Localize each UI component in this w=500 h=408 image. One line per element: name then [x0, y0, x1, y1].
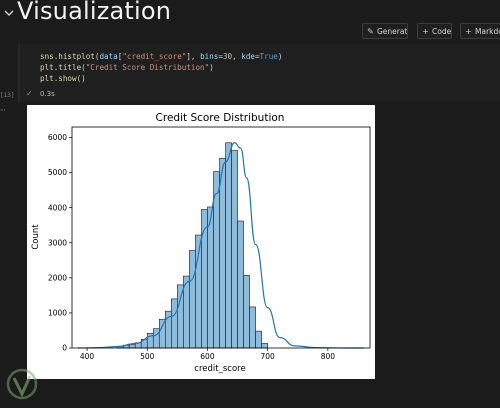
- histogram-bar: [128, 344, 136, 349]
- code-token: "Credit Score Distribution": [85, 63, 210, 72]
- y-tick-label: 2000: [48, 273, 67, 282]
- cell-toolbar: ✎Generate +Code +Markdo: [0, 23, 500, 39]
- chart-title: Credit Score Distribution: [156, 112, 285, 124]
- chevron-down-icon[interactable]: [3, 7, 15, 19]
- code-token: bins: [200, 52, 219, 61]
- code-token: plt.show: [40, 74, 77, 83]
- x-axis-label: credit_score: [194, 364, 245, 374]
- y-tick-label: 5000: [48, 168, 67, 177]
- histogram-bar: [255, 330, 262, 349]
- plus-icon: +: [465, 27, 472, 36]
- histogram-bar: [158, 318, 166, 349]
- code-token: (): [76, 74, 86, 83]
- y-tick-label: 0: [62, 344, 67, 353]
- add-code-button[interactable]: + Code: [417, 23, 452, 39]
- kde-line: [78, 142, 364, 349]
- code-line-1: sns.histplot(data["credit_score"], bins=…: [40, 52, 282, 61]
- code-token: =: [254, 52, 260, 61]
- plot-output: Credit Score Distribution 400 500 600 700 80…: [27, 105, 375, 379]
- code-token: (: [94, 52, 100, 61]
- execution-count: [13]: [0, 92, 15, 99]
- histogram-bar: [249, 306, 256, 349]
- code-token: =: [218, 52, 223, 61]
- code-token: kde: [241, 52, 255, 61]
- code-token: data: [99, 52, 118, 61]
- y-axis-label: Count: [31, 224, 41, 250]
- generate-button-label: Generate: [377, 27, 408, 36]
- histogram-bar: [237, 220, 244, 349]
- histogram-bar: [243, 275, 250, 349]
- histogram-bar: [189, 250, 196, 349]
- histogram-bar: [219, 157, 226, 349]
- x-axis-ticks: 400 500 600 700 800: [80, 348, 335, 361]
- x-tick-label: 800: [321, 352, 336, 361]
- add-markdown-button-label: Markdo: [475, 27, 500, 36]
- code-token: (: [81, 63, 86, 72]
- check-icon: ✓: [26, 89, 33, 98]
- code-cell-editor[interactable]: sns.histplot(data["credit_score"], bins=…: [18, 44, 500, 102]
- generate-button[interactable]: ✎Generate: [362, 23, 408, 39]
- histogram-bar: [207, 206, 214, 349]
- execution-time: 0.3s: [40, 90, 55, 98]
- x-tick-label: 400: [80, 352, 95, 361]
- histogram-bar: [171, 298, 178, 349]
- code-token: ],: [186, 52, 201, 61]
- logo-watermark: [6, 368, 38, 400]
- add-markdown-button[interactable]: +Markdo: [460, 23, 500, 39]
- y-tick-label: 3000: [48, 238, 67, 247]
- plus-icon: +: [422, 27, 429, 36]
- code-token: [: [117, 52, 123, 61]
- histogram-bar: [231, 150, 238, 349]
- output-more-icon[interactable]: ···: [0, 106, 6, 115]
- histogram-bar: [177, 284, 184, 349]
- code-token: ,: [232, 52, 242, 61]
- histogram-bar: [261, 343, 268, 349]
- histogram-bar: [225, 142, 232, 349]
- heading-title: Visualization: [17, 0, 172, 25]
- code-line-2: plt.title("Credit Score Distribution"): [40, 63, 214, 72]
- x-tick-label: 700: [260, 352, 275, 361]
- sparkle-icon: ✎: [367, 27, 374, 36]
- code-token: ): [209, 63, 214, 72]
- x-tick-label: 500: [140, 352, 155, 361]
- code-token: sns.histplot: [40, 52, 95, 61]
- histogram-bar: [152, 328, 160, 349]
- add-code-button-label: Code: [432, 27, 452, 36]
- plot-frame: [71, 126, 371, 349]
- code-token: "credit_score": [122, 52, 187, 61]
- y-tick-label: 1000: [48, 309, 67, 318]
- section-heading: Visualization: [0, 0, 500, 32]
- code-line-3: plt.show(): [40, 74, 86, 83]
- code-token: plt.title: [40, 63, 82, 72]
- x-tick-label: 600: [200, 352, 215, 361]
- y-tick-label: 4000: [48, 203, 67, 212]
- code-token: ): [277, 52, 283, 61]
- code-token: True: [259, 52, 278, 61]
- y-tick-label: 6000: [48, 133, 67, 142]
- code-token: 30: [222, 52, 233, 61]
- y-axis-ticks: 0 1000 2000 3000 4000 5000 6000: [48, 133, 72, 353]
- histogram-chart: Credit Score Distribution 400 500 600 700 80…: [31, 112, 371, 374]
